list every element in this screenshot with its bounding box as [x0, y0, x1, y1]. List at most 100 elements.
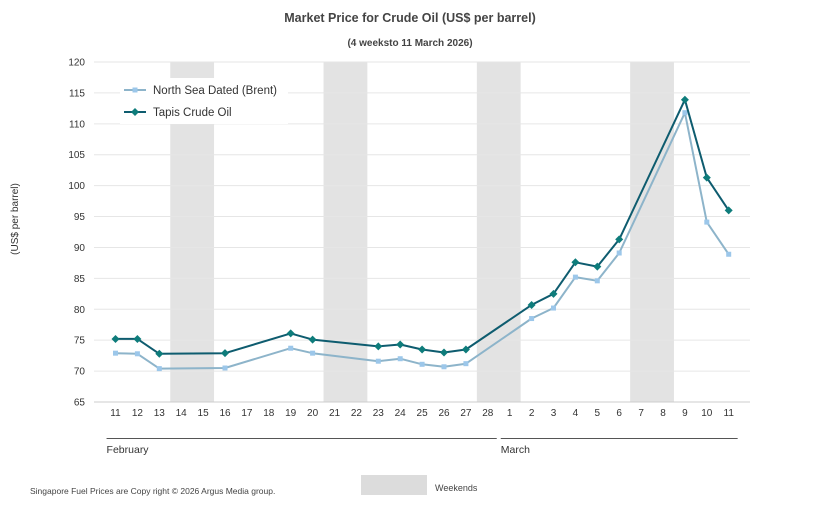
data-point	[221, 349, 229, 358]
y-tick-label: 105	[68, 150, 85, 161]
x-tick-label: 26	[438, 408, 450, 419]
weekends-legend-label: Weekends	[435, 483, 478, 493]
y-tick-label: 100	[68, 181, 85, 192]
x-tick-label: 3	[551, 408, 557, 419]
x-tick-label: 19	[285, 408, 297, 419]
data-point	[396, 340, 405, 349]
x-tick-label: 17	[241, 408, 253, 419]
data-point	[134, 351, 140, 357]
data-point	[594, 278, 600, 284]
data-point	[419, 361, 425, 367]
data-point	[461, 345, 470, 354]
data-point	[418, 345, 427, 354]
series-group	[111, 95, 733, 372]
data-point	[704, 219, 710, 225]
x-tick-label: 14	[176, 408, 188, 419]
month-label: March	[501, 444, 530, 456]
data-point	[156, 366, 162, 372]
x-tick-label: 25	[417, 408, 429, 419]
data-point	[374, 342, 383, 351]
x-tick-label: 11	[724, 408, 735, 419]
data-point	[113, 350, 118, 356]
copyright-footer: Singapore Fuel Prices are Copy right © 2…	[30, 486, 275, 496]
data-point	[397, 356, 403, 362]
x-tick-label: 22	[351, 408, 363, 419]
weekend-band	[323, 62, 368, 402]
data-point	[527, 300, 536, 309]
x-tick-label: 11	[110, 408, 121, 419]
x-tick-label: 13	[154, 408, 166, 419]
y-tick-label: 95	[74, 212, 86, 223]
data-point	[551, 305, 556, 311]
x-axis-ticks: 11 12 13 14 15 16 17 18 19 20 21 22 23 24 25 26 27 28 1 2 3 4…	[110, 408, 734, 419]
x-tick-label: 2	[529, 408, 535, 419]
x-tick-label: 12	[132, 408, 144, 419]
data-point	[286, 329, 295, 338]
x-tick-label: 20	[307, 408, 319, 419]
y-tick-label: 80	[74, 305, 86, 316]
legend-marker	[132, 87, 138, 93]
chart-subtitle: (4 weeksto 11 March 2026)	[347, 38, 472, 49]
x-tick-label: 9	[682, 408, 688, 419]
data-point	[726, 251, 732, 257]
x-tick-label: 4	[573, 408, 579, 419]
data-point	[615, 235, 624, 244]
weekends-legend-swatch	[361, 475, 427, 495]
data-point	[155, 349, 164, 358]
data-point	[308, 335, 317, 344]
x-tick-label: 10	[701, 408, 713, 419]
y-tick-label: 70	[74, 367, 86, 378]
data-point	[572, 274, 578, 280]
data-point	[549, 289, 558, 298]
x-tick-label: 28	[482, 408, 494, 419]
y-tick-label: 75	[74, 336, 86, 347]
data-point	[593, 262, 602, 271]
data-point	[724, 206, 733, 215]
y-tick-label: 115	[69, 88, 85, 99]
x-tick-label: 27	[460, 408, 472, 419]
weekend-band	[630, 62, 674, 402]
data-point	[310, 350, 316, 356]
data-point	[702, 173, 711, 182]
data-point	[222, 365, 228, 371]
x-tick-label: 1	[507, 408, 513, 419]
data-point	[616, 250, 622, 256]
x-tick-label: 23	[373, 408, 385, 419]
x-tick-label: 6	[616, 408, 622, 419]
data-point	[440, 348, 448, 357]
month-label: February	[107, 444, 150, 456]
x-tick-label: 24	[395, 408, 407, 419]
data-point	[680, 95, 689, 104]
x-tick-label: 7	[638, 408, 644, 419]
data-point	[111, 334, 120, 343]
y-axis-ticks: 65 70 75 80 85 90 95 100 105 110 115 120	[68, 58, 85, 409]
x-tick-label: 21	[329, 408, 341, 419]
y-tick-label: 85	[74, 274, 86, 285]
y-axis-label: (US$ per barrel)	[10, 183, 21, 255]
legend: North Sea Dated (Brent) Tapis Crude Oil	[120, 78, 288, 124]
chart-title: Market Price for Crude Oil (US$ per barr…	[284, 11, 535, 25]
x-tick-label: 5	[595, 408, 601, 419]
data-point	[529, 316, 535, 322]
y-tick-label: 90	[74, 243, 86, 254]
data-point	[133, 334, 142, 343]
legend-marker	[131, 108, 139, 116]
data-point	[682, 110, 688, 116]
gridlines	[94, 61, 750, 403]
y-tick-label: 65	[74, 398, 86, 409]
data-point	[375, 358, 381, 364]
data-point	[571, 258, 580, 267]
legend-label: North Sea Dated (Brent)	[153, 85, 277, 97]
x-tick-label: 8	[660, 408, 666, 419]
legend-label: Tapis Crude Oil	[153, 107, 232, 119]
weekend-band	[476, 62, 521, 402]
x-tick-label: 16	[219, 408, 231, 419]
y-tick-label: 120	[68, 58, 85, 69]
month-axis: February March	[106, 438, 738, 456]
data-point	[463, 361, 469, 367]
data-point	[441, 364, 447, 370]
y-tick-label: 110	[69, 119, 85, 130]
legend-background	[120, 78, 288, 124]
x-tick-label: 18	[263, 408, 275, 419]
